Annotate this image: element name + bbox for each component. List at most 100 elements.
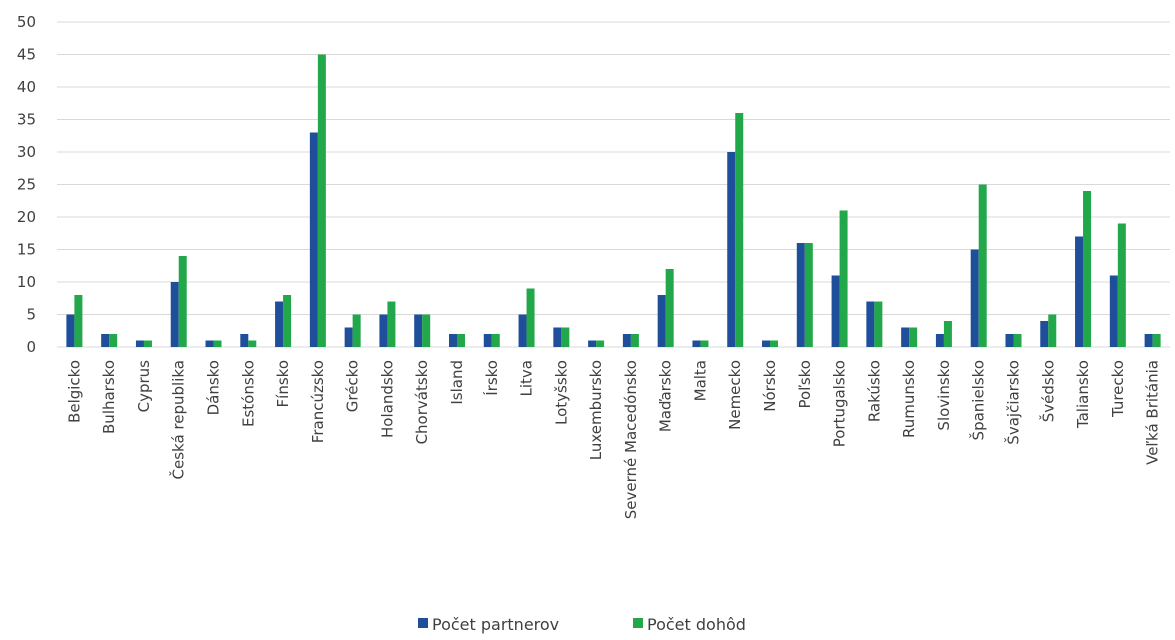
y-tick-label: 15	[17, 241, 36, 259]
x-tick-label: Švajčiarsko	[1003, 360, 1022, 445]
x-tick-label: Francúzsko	[309, 360, 327, 443]
bar-partners	[135, 340, 144, 347]
bar-agreements	[74, 295, 83, 347]
bar-partners	[205, 340, 214, 347]
bar-partners	[309, 132, 318, 347]
x-axis-labels: Belgicko Bulharsko Cyprus Česká republika Dá…	[65, 360, 1161, 519]
x-tick-label: Poľsko	[796, 360, 814, 408]
bar-partners	[901, 327, 910, 347]
bar-agreements	[909, 327, 918, 347]
bar-agreements	[1048, 314, 1057, 347]
bar-partners	[762, 340, 771, 347]
bar-agreements	[1013, 334, 1022, 347]
bar-agreements	[700, 340, 709, 347]
x-tick-label: Rakúsko	[865, 360, 883, 422]
bar-agreements	[283, 295, 292, 347]
x-tick-label: Cyprus	[135, 360, 153, 413]
bar-partners	[170, 282, 179, 347]
x-tick-label: Portugalsko	[831, 360, 849, 447]
bar-partners	[866, 301, 875, 347]
x-tick-label: Nemecko	[726, 360, 744, 430]
bar-agreements	[213, 340, 222, 347]
x-tick-label: Maďarsko	[657, 360, 675, 432]
y-tick-label: 50	[17, 13, 36, 31]
bar-agreements	[178, 256, 187, 347]
y-axis-ticks: 0 5 10 15 20 25 30 35 40 45 50	[17, 13, 36, 356]
bar-partners	[379, 314, 388, 347]
bar-partners	[344, 327, 353, 347]
y-tick-label: 20	[17, 208, 36, 226]
gridlines	[57, 21, 1170, 348]
bar-agreements	[387, 301, 396, 347]
bar-partners	[1075, 236, 1084, 347]
y-tick-label: 30	[17, 143, 36, 161]
bar-partners	[692, 340, 701, 347]
x-tick-label: Bulharsko	[100, 360, 118, 434]
x-tick-label: Severné Macedónsko	[622, 360, 640, 519]
x-tick-label: Taliansko	[1074, 360, 1092, 429]
x-tick-label: Lotyšsko	[552, 360, 570, 425]
bars	[66, 54, 1161, 347]
bar-agreements	[735, 113, 744, 347]
legend-label: Počet partnerov	[432, 615, 559, 634]
x-tick-label: Holandsko	[378, 360, 396, 438]
x-tick-label: Fínsko	[274, 360, 292, 407]
y-tick-label: 25	[17, 176, 36, 194]
bar-partners	[448, 334, 457, 347]
x-tick-label: Veľká Británia	[1144, 360, 1162, 465]
bar-partners	[414, 314, 423, 347]
x-tick-label: Švédsko	[1038, 360, 1057, 422]
bar-partners	[483, 334, 492, 347]
legend: Počet partnerov Počet dohôd	[418, 615, 746, 634]
x-tick-label: Nórsko	[761, 360, 779, 412]
x-tick-label: Estónsko	[239, 360, 257, 427]
bar-agreements	[561, 327, 570, 347]
bar-partners	[970, 249, 979, 347]
bar-agreements	[248, 340, 257, 347]
x-tick-label: Dánsko	[205, 360, 223, 415]
bar-agreements	[978, 184, 987, 347]
bar-partners	[657, 295, 666, 347]
bar-agreements	[596, 340, 605, 347]
bar-partners	[553, 327, 562, 347]
x-tick-label: Luxembursko	[587, 360, 605, 460]
bar-partners	[622, 334, 631, 347]
bar-agreements	[630, 334, 639, 347]
bar-agreements	[456, 334, 465, 347]
bar-partners	[240, 334, 249, 347]
x-tick-label: Belgicko	[65, 360, 83, 423]
x-tick-label: Island	[448, 360, 466, 405]
bar-partners	[588, 340, 597, 347]
bar-partners	[1005, 334, 1014, 347]
bar-partners	[518, 314, 527, 347]
legend-label: Počet dohôd	[647, 615, 746, 634]
y-tick-label: 45	[17, 46, 36, 64]
bar-agreements	[1117, 223, 1126, 347]
bar-agreements	[943, 321, 952, 347]
bar-partners	[1144, 334, 1153, 347]
bar-agreements	[1152, 334, 1161, 347]
x-tick-label: Grécko	[344, 360, 362, 412]
bar-agreements	[422, 314, 431, 347]
legend-swatch	[418, 618, 428, 628]
x-tick-label: Turecko	[1109, 360, 1127, 418]
y-tick-label: 0	[26, 338, 36, 356]
bar-agreements	[804, 243, 813, 347]
y-tick-label: 40	[17, 78, 36, 96]
bar-agreements	[352, 314, 361, 347]
bar-agreements	[526, 288, 535, 347]
bar-partners	[275, 301, 284, 347]
bar-agreements	[665, 269, 674, 347]
bar-partners	[66, 314, 75, 347]
bar-agreements	[1083, 191, 1092, 347]
x-tick-label: Malta	[691, 360, 709, 401]
y-tick-label: 35	[17, 111, 36, 129]
bar-agreements	[317, 54, 326, 347]
bar-partners	[727, 152, 736, 347]
bar-partners	[1109, 275, 1118, 347]
x-tick-label: Litva	[518, 360, 536, 396]
bar-agreements	[874, 301, 883, 347]
bar-agreements	[109, 334, 118, 347]
